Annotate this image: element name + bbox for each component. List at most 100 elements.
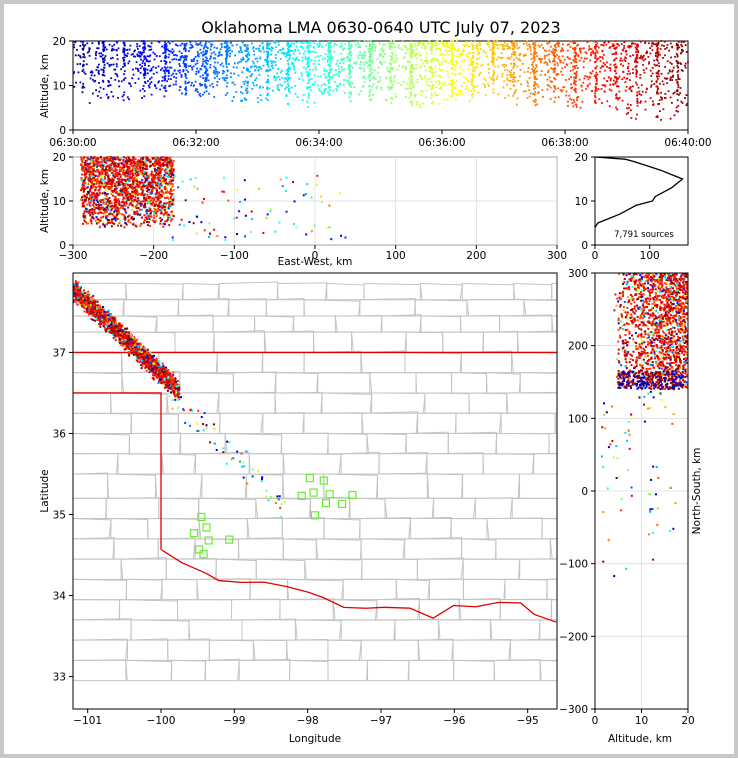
east-west-point [136, 191, 139, 194]
altitude-time-point [73, 85, 76, 88]
altitude-time-point [481, 64, 484, 66]
altitude-time-point [675, 52, 678, 55]
altitude-time-point [533, 84, 535, 87]
altitude-time-point [205, 76, 208, 79]
altitude-time-point [630, 45, 633, 48]
altitude-time-point [556, 41, 559, 44]
altitude-time-point [629, 104, 632, 106]
altitude-time-point [613, 52, 615, 55]
altitude-time-point [652, 42, 654, 44]
altitude-time-point [590, 72, 593, 75]
east-west-point [103, 225, 106, 228]
altitude-time-point [537, 44, 540, 47]
east-west-point [141, 167, 144, 170]
altitude-time-point [246, 53, 249, 56]
altitude-time-point [585, 52, 588, 55]
altitude-time-point [141, 65, 144, 68]
east-west-point [167, 205, 170, 208]
east-west-point [125, 158, 128, 161]
altitude-time-point [679, 87, 682, 89]
altitude-time-point [103, 64, 106, 66]
altitude-time-point [460, 90, 463, 92]
altitude-time-point [230, 72, 232, 75]
altitude-time-point [82, 52, 85, 55]
east-west-point [144, 180, 147, 183]
altitude-time-point [503, 47, 506, 50]
east-west-point [145, 174, 148, 177]
altitude-time-point [203, 46, 206, 49]
altitude-time-point [225, 55, 228, 58]
altitude-time-point [308, 94, 311, 97]
east-west-point [170, 167, 173, 170]
east-west-point [152, 202, 155, 205]
altitude-time-point [213, 96, 216, 98]
altitude-time-point [360, 90, 362, 93]
altitude-time-point [614, 47, 617, 49]
east-west-point [96, 197, 99, 200]
east-west-point [102, 164, 105, 167]
altitude-time-point [262, 86, 264, 89]
altitude-time-point [84, 72, 87, 75]
altitude-time-point [659, 47, 662, 50]
altitude-time-point [97, 47, 100, 50]
altitude-time-point [178, 50, 181, 53]
altitude-time-point [511, 44, 514, 47]
altitude-time-point [98, 90, 101, 93]
east-west-point [130, 171, 133, 174]
altitude-time-point [242, 56, 244, 59]
altitude-time-point [342, 62, 345, 65]
east-west-point [98, 211, 101, 214]
altitude-time-point [472, 56, 475, 59]
east-west-point [126, 166, 129, 169]
east-west-point [122, 168, 125, 171]
east-west-point [94, 156, 97, 159]
altitude-time-point [676, 90, 679, 93]
altitude-time-point [594, 83, 597, 86]
altitude-time-point [676, 55, 679, 58]
east-west-point [166, 171, 169, 174]
east-west-point [117, 163, 120, 166]
altitude-time-point [148, 45, 151, 48]
altitude-time-point [482, 50, 485, 53]
altitude-time-point [241, 99, 244, 102]
east-west-point [137, 202, 140, 205]
altitude-time-point [620, 43, 623, 46]
altitude-time-point [639, 40, 642, 43]
altitude-time-point [142, 40, 145, 42]
altitude-time-point [484, 79, 487, 82]
altitude-time-point [659, 82, 661, 85]
altitude-time-point [267, 69, 270, 72]
altitude-time-point [114, 72, 117, 75]
altitude-time-point [454, 68, 457, 71]
altitude-time-point [678, 46, 681, 49]
altitude-time-point [419, 106, 422, 108]
altitude-time-point [245, 87, 248, 90]
altitude-time-point [653, 59, 656, 62]
altitude-time-point [658, 75, 660, 78]
altitude-time-point [274, 53, 277, 56]
altitude-time-point [77, 71, 80, 74]
altitude-time-point [368, 60, 371, 62]
east-west-point [115, 174, 118, 177]
east-west-point [96, 161, 99, 164]
altitude-time-point [547, 42, 550, 45]
altitude-time-point [306, 70, 308, 73]
altitude-time-point [517, 58, 520, 61]
east-west-point [144, 202, 147, 205]
altitude-time-point [231, 50, 234, 53]
altitude-time-point [636, 104, 639, 107]
altitude-time-point [348, 77, 351, 79]
altitude-time-point [433, 92, 436, 95]
east-west-point [118, 194, 121, 197]
altitude-time-point [654, 54, 657, 57]
altitude-time-point [447, 72, 450, 75]
altitude-time-point [516, 65, 519, 68]
altitude-time-point [195, 73, 198, 75]
east-west-point [132, 161, 135, 164]
altitude-time-point [409, 70, 412, 73]
altitude-time-point [257, 68, 260, 71]
altitude-time-point [576, 96, 578, 99]
altitude-time-point [136, 67, 139, 70]
altitude-time-point [127, 62, 130, 65]
altitude-time-point [492, 82, 495, 85]
